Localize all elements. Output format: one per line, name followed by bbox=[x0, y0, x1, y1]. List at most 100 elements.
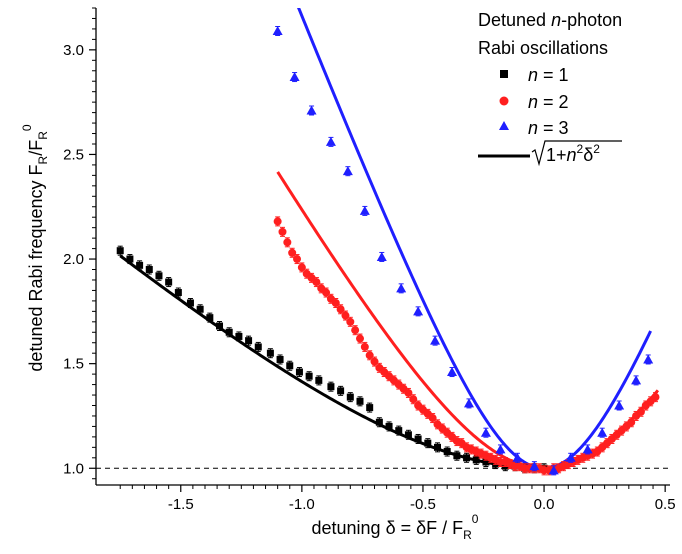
data-point-square bbox=[366, 404, 374, 412]
data-point-square bbox=[276, 355, 284, 363]
data-point-circle bbox=[351, 326, 360, 335]
data-point-circle bbox=[651, 393, 660, 402]
data-point-triangle bbox=[289, 72, 300, 82]
data-point-square bbox=[155, 272, 163, 280]
data-point-square bbox=[136, 261, 144, 269]
data-point-triangle bbox=[480, 427, 491, 437]
data-point-circle bbox=[360, 342, 369, 351]
series-3 bbox=[272, 26, 654, 476]
x-tick-label: 0.5 bbox=[655, 496, 676, 513]
x-tick-label: -1.5 bbox=[168, 496, 194, 513]
data-point-circle bbox=[370, 357, 379, 366]
data-point-circle bbox=[278, 227, 287, 236]
data-point-circle bbox=[322, 288, 331, 297]
data-point-circle bbox=[636, 407, 645, 416]
data-point-square bbox=[254, 343, 262, 351]
y-axis-label: detuned Rabi frequency FR/FR0 bbox=[20, 124, 50, 371]
data-point-triangle bbox=[325, 136, 336, 146]
data-point-triangle bbox=[376, 251, 387, 261]
y-tick-label: 3.0 bbox=[63, 42, 84, 59]
model-curve-n1 bbox=[119, 254, 545, 470]
series-1 bbox=[116, 245, 548, 474]
legend-title-line2: Rabi oscillations bbox=[478, 38, 608, 58]
data-point-triangle bbox=[342, 166, 353, 176]
data-point-square bbox=[404, 431, 412, 439]
data-point-triangle bbox=[272, 26, 283, 36]
data-point-circle bbox=[365, 351, 374, 360]
data-point-triangle bbox=[582, 444, 593, 454]
data-point-square bbox=[346, 393, 354, 401]
data-point-triangle bbox=[413, 306, 424, 316]
legend-entry-n1: n = 1 bbox=[528, 65, 569, 85]
data-point-circle bbox=[293, 255, 302, 264]
legend-triangle-marker bbox=[499, 121, 509, 130]
data-point-square bbox=[375, 418, 383, 426]
legend-circle-marker bbox=[499, 96, 509, 106]
data-point-square bbox=[315, 376, 323, 384]
legend-entry-n2: n = 2 bbox=[528, 92, 569, 112]
data-point-circle bbox=[336, 305, 345, 314]
data-point-triangle bbox=[359, 205, 370, 215]
data-point-square bbox=[337, 387, 345, 395]
data-point-square bbox=[472, 456, 480, 464]
data-point-triangle bbox=[447, 367, 458, 377]
x-tick-label: 0.0 bbox=[534, 496, 555, 513]
data-point-triangle bbox=[463, 398, 474, 408]
data-point-circle bbox=[341, 311, 350, 320]
data-point-triangle bbox=[495, 444, 506, 454]
data-point-triangle bbox=[643, 354, 654, 364]
data-point-triangle bbox=[631, 375, 642, 385]
data-point-square bbox=[327, 383, 335, 391]
data-point-square bbox=[433, 443, 441, 451]
data-point-circle bbox=[288, 248, 297, 257]
data-point-square bbox=[443, 448, 451, 456]
model-curves-layer bbox=[119, 8, 660, 470]
data-point-square bbox=[145, 266, 153, 274]
model-curve-n3 bbox=[297, 8, 652, 470]
data-point-circle bbox=[404, 388, 413, 397]
data-point-square bbox=[305, 372, 313, 380]
data-point-triangle bbox=[306, 105, 317, 115]
data-point-square bbox=[356, 397, 364, 405]
legend-entry-n3: n = 3 bbox=[528, 118, 569, 138]
y-tick-label: 1.5 bbox=[63, 356, 84, 373]
data-point-triangle bbox=[529, 461, 540, 471]
data-point-square bbox=[235, 332, 243, 340]
legend-sqrt-sign bbox=[531, 140, 622, 167]
data-point-square bbox=[266, 349, 274, 357]
data-point-circle bbox=[355, 334, 364, 343]
x-tick-label: -1.0 bbox=[289, 496, 315, 513]
data-point-circle bbox=[627, 418, 636, 427]
y-tick-label: 2.0 bbox=[63, 251, 84, 268]
data-point-square bbox=[385, 422, 393, 430]
legend-title-line1: Detuned n-photon bbox=[478, 10, 622, 30]
x-axis-label: detuning δ = δF / FR0 bbox=[312, 512, 479, 542]
data-point-circle bbox=[283, 238, 292, 247]
data-point-triangle bbox=[614, 400, 625, 410]
data-point-square bbox=[414, 435, 422, 443]
data-point-square bbox=[216, 322, 224, 330]
data-point-square bbox=[245, 337, 253, 345]
data-point-square bbox=[463, 454, 471, 462]
data-point-square bbox=[116, 247, 124, 255]
data-point-triangle bbox=[597, 427, 608, 437]
data-point-circle bbox=[428, 414, 437, 423]
legend-square-marker bbox=[500, 70, 508, 78]
legend: Detuned n-photon Rabi oscillations n = 1… bbox=[478, 10, 622, 167]
data-point-triangle bbox=[512, 452, 523, 462]
data-point-square bbox=[424, 439, 432, 447]
ticks-layer: -1.5 -1.0 -0.5 0.0 0.5 1.0 1.5 2.0 2.5 3.0 bbox=[63, 7, 676, 513]
data-point-square bbox=[395, 427, 403, 435]
data-point-circle bbox=[409, 395, 418, 404]
y-tick-label: 2.5 bbox=[63, 146, 84, 163]
data-point-circle bbox=[273, 217, 282, 226]
data-point-triangle bbox=[430, 335, 441, 345]
legend-curve-formula: 1+n2δ2 bbox=[546, 142, 600, 165]
data-point-square bbox=[206, 314, 214, 322]
data-point-circle bbox=[297, 263, 306, 272]
data-point-circle bbox=[312, 278, 321, 287]
data-point-square bbox=[453, 452, 461, 460]
data-points-layer bbox=[116, 26, 660, 476]
data-point-square bbox=[482, 458, 490, 466]
